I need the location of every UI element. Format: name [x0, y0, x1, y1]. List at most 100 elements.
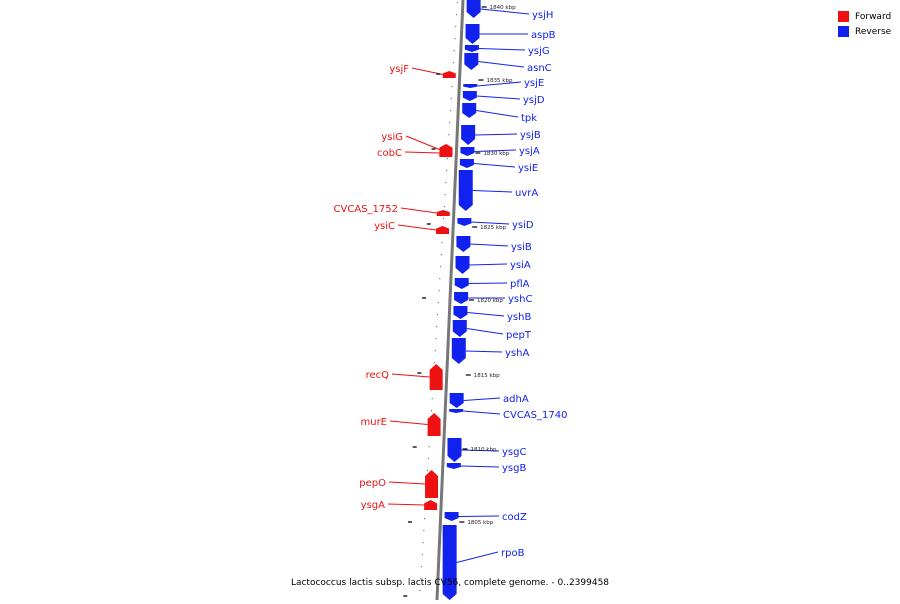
ruler-dot [435, 337, 437, 340]
ruler-dot [451, 85, 453, 88]
scale-label: 1830 kbp [483, 151, 509, 157]
gene-label-CVCAS_1740: CVCAS_1740 [503, 410, 567, 421]
gene-leader-ysiA [469, 263, 508, 266]
ruler-dot [450, 97, 453, 100]
gene-label-yshA: yshA [505, 348, 529, 359]
ruler-dot [436, 313, 439, 316]
gene-label-yshB: yshB [507, 312, 531, 323]
legend: Forward Reverse [838, 9, 891, 39]
gene-label-ysjA: ysjA [519, 146, 540, 157]
gene-label-ysgB: ysgB [502, 463, 526, 474]
gene-ysgA [424, 500, 438, 510]
ruler-dot [454, 25, 457, 28]
gene-label-ysjH: ysjH [532, 10, 553, 21]
gene-label-murE: murE [360, 417, 387, 428]
ruler-dot [419, 589, 421, 592]
ruler-dot [445, 169, 448, 172]
gene-ysiB [456, 236, 471, 252]
gene-CVCAS_1752 [436, 210, 450, 216]
gene-leader-ysiC [397, 224, 437, 231]
gene-leader-rpoB [456, 551, 499, 563]
gene-yshA [451, 338, 466, 364]
gene-leader-ysjH [480, 8, 530, 15]
gene-uvrA [458, 170, 473, 211]
gene-leader-pepT [466, 328, 504, 335]
gene-leader-ysiE [473, 163, 516, 168]
gene-ysjG [464, 45, 479, 52]
gene-label-CVCAS_1752: CVCAS_1752 [334, 204, 398, 215]
gene-ysjF [442, 71, 456, 78]
ruler-dot [421, 553, 424, 556]
gene-label-ysiG: ysiG [381, 132, 403, 143]
gene-label-ysjF: ysjF [389, 64, 409, 75]
gene-label-ysjE: ysjE [524, 78, 544, 89]
ruler-dot [443, 205, 446, 208]
gene-leader-adhA [463, 397, 501, 401]
ruler-dot [423, 529, 425, 532]
ruler-dot [428, 445, 430, 448]
reverse-swatch [838, 26, 849, 37]
gene-pflA [454, 278, 469, 289]
gene-leader-ysjD [476, 95, 521, 100]
gene-label-ysjD: ysjD [523, 95, 545, 106]
forward-label: Forward [855, 11, 892, 22]
genome-axis [435, 0, 465, 601]
gene-leader-yshB [467, 312, 505, 317]
forward-swatch [838, 11, 849, 22]
ruler-dot [452, 61, 455, 64]
gene-label-tpk: tpk [521, 113, 537, 124]
gene-label-ysiD: ysiD [512, 220, 534, 231]
ruler-dot [422, 541, 424, 544]
scale-label: 1810 kbp [471, 447, 497, 453]
ruler-dot [426, 469, 429, 472]
gene-leader-ysgB [460, 465, 500, 468]
scale-label: 1835 kbp [487, 78, 513, 84]
ruler-dot [419, 577, 422, 580]
ruler-dot [423, 517, 426, 520]
ruler-dot [420, 565, 423, 568]
gene-label-ysgA: ysgA [361, 500, 385, 511]
gene-murE [427, 413, 441, 436]
ruler-dot [430, 409, 433, 412]
ruler-dot [448, 133, 450, 136]
gene-label-pepO: pepO [359, 478, 386, 489]
gene-ysjD [462, 91, 477, 101]
ruler-dot [433, 361, 436, 364]
gene-ysgC [447, 438, 462, 462]
gene-recQ [429, 364, 443, 390]
legend-reverse: Reverse [838, 24, 891, 39]
gene-codZ [444, 512, 459, 521]
gene-leader-murE [389, 420, 428, 425]
gene-label-pflA: pflA [510, 279, 530, 290]
gene-leader-uvrA [472, 190, 513, 193]
gene-leader-codZ [458, 515, 500, 517]
gene-label-yshC: yshC [508, 294, 532, 305]
gene-leader-ysjA [474, 149, 517, 152]
gene-rpoB [442, 525, 457, 600]
genome-caption: Lactococcus lactis subsp. lactis CV56, c… [290, 578, 610, 588]
gene-aspB [465, 24, 480, 44]
ruler-dot [434, 349, 437, 352]
scale-label: 1815 kbp [474, 373, 500, 379]
ruler-dot [427, 457, 430, 460]
ruler-dot [448, 121, 451, 124]
gene-leader-asnC [478, 61, 525, 68]
gene-ysiA [455, 256, 470, 274]
ruler-dot [455, 13, 458, 16]
ruler-dot [444, 193, 446, 196]
ruler-dot [446, 157, 449, 160]
gene-tpk [462, 103, 477, 118]
gene-CVCAS_1740 [449, 409, 464, 413]
ruler-dot [453, 49, 456, 52]
ruler-dot [456, 1, 459, 4]
ruler-dot [449, 109, 452, 112]
gene-label-ysiB: ysiB [511, 242, 532, 253]
gene-label-ysiC: ysiC [374, 221, 395, 232]
gene-ysjH [466, 0, 481, 18]
gene-leader-ysjB [475, 133, 518, 136]
legend-forward: Forward [838, 9, 891, 24]
scale-label: 1840 kbp [490, 5, 516, 11]
ruler-dot [441, 241, 443, 244]
